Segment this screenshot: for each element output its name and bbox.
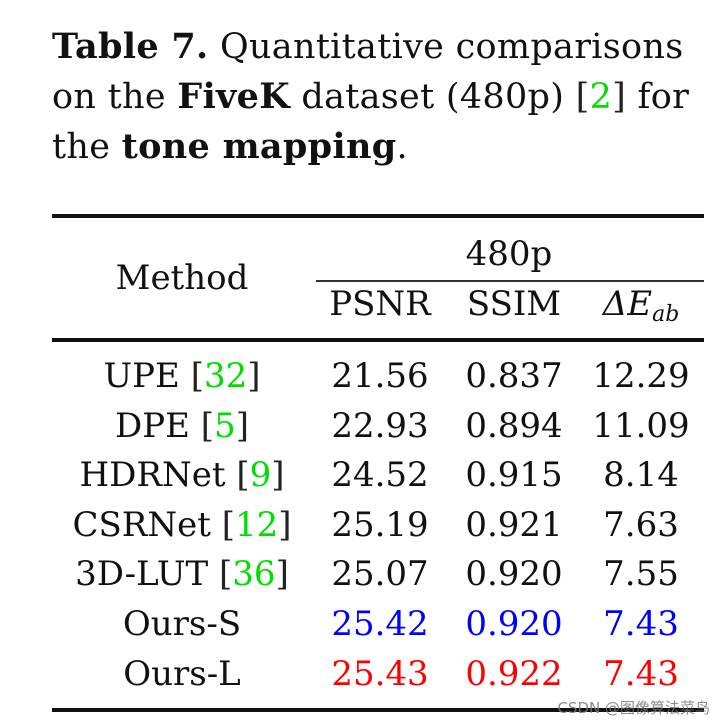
header-delta-e: ΔEab <box>602 284 680 327</box>
table-cell-psnr: 22.93 <box>331 405 429 446</box>
table-row-method: 3D-LUT [36] <box>75 554 289 595</box>
citation-link[interactable]: 12 <box>235 504 279 545</box>
table-cell-ssim: 0.920 <box>465 554 563 595</box>
bottom-rule <box>52 708 704 712</box>
table-cell-ssim: 0.837 <box>465 356 563 396</box>
table-cell-psnr: 25.07 <box>331 554 429 595</box>
table-cell-psnr: 24.52 <box>331 455 429 496</box>
table-cell-ssim: 0.921 <box>465 504 563 545</box>
table-cell-de: 12.29 <box>592 356 690 396</box>
citation-link[interactable]: 36 <box>232 554 276 595</box>
citation-link[interactable]: 5 <box>214 405 236 446</box>
citation-link[interactable]: 32 <box>203 356 248 396</box>
table-cell-de: 11.09 <box>592 405 690 446</box>
table-cell-de: 7.43 <box>603 653 679 694</box>
table-cell-de: 7.55 <box>603 554 679 595</box>
caption-label: Table 7. <box>52 26 209 67</box>
citation-link[interactable]: 2 <box>589 77 613 117</box>
table-row-method: CSRNet [12] <box>72 504 292 545</box>
table-cell-psnr: 25.43 <box>331 653 429 694</box>
header-group-480p: 480p <box>465 234 553 274</box>
table-cell-ssim: 0.894 <box>465 405 563 446</box>
table-cell-ssim: 0.922 <box>465 653 563 694</box>
table-cell-de: 7.63 <box>603 504 679 545</box>
header-method: Method <box>115 258 249 298</box>
table-cell-psnr: 25.19 <box>331 504 429 545</box>
citation-link[interactable]: 9 <box>249 455 272 496</box>
watermark: CSDN @图像算法菜鸟 <box>557 699 710 717</box>
mid-rule <box>52 338 704 342</box>
table-cell-ssim: 0.920 <box>465 604 563 644</box>
table-cell-psnr: 21.56 <box>331 356 429 396</box>
table-cell-psnr: 25.42 <box>331 604 429 644</box>
table-row-method: DPE [5] <box>115 405 249 446</box>
header-psnr: PSNR <box>329 284 431 324</box>
table-cell-de: 8.14 <box>603 455 679 496</box>
header-ssim: SSIM <box>466 284 562 324</box>
table-row-method: Ours-L <box>123 653 241 694</box>
table-row-method: Ours-S <box>122 604 242 644</box>
table-cell-ssim: 0.915 <box>465 455 563 496</box>
top-rule <box>52 214 704 218</box>
table-row-method: HDRNet [9] <box>79 455 285 496</box>
table-caption: Table 7. Quantitative comparisons on the… <box>52 26 690 167</box>
table-row-method: UPE [32] <box>103 356 261 396</box>
table-cell-de: 7.43 <box>603 604 679 644</box>
group-rule <box>316 280 704 282</box>
